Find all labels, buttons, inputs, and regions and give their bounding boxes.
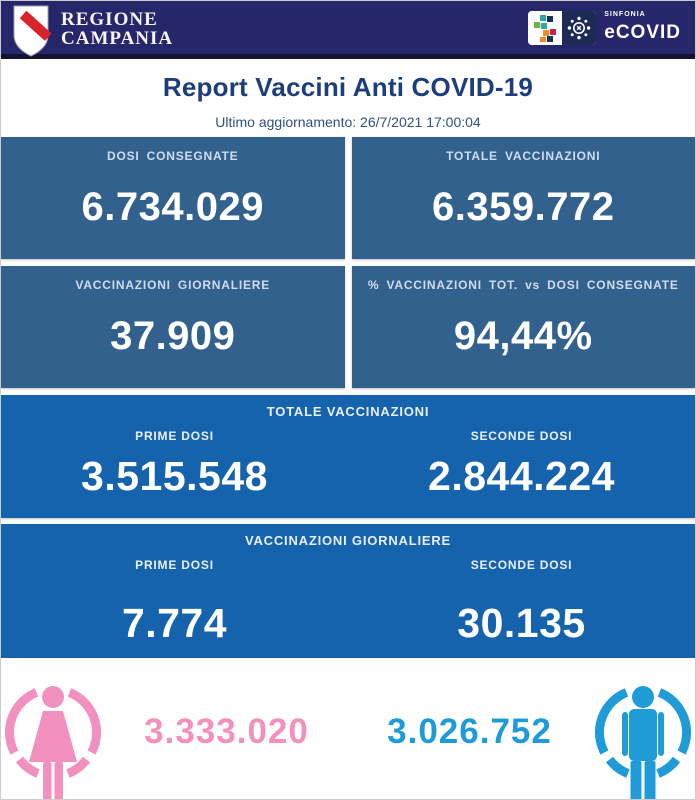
brand-line1: REGIONE: [61, 8, 158, 30]
seconde-dosi-label: SECONDE DOSI: [470, 558, 573, 572]
card-dosi-consegnate: DOSI CONSEGNATE 6.734.029: [1, 137, 345, 259]
sinfonia-label: SINFONIA: [604, 11, 646, 18]
prime-dosi-value: 7.774: [121, 600, 228, 646]
prime-dosi-column: PRIME DOSI 3.515.548: [1, 419, 348, 500]
panel-title: TOTALE VACCINAZIONI: [266, 404, 430, 419]
card-value: 37.909: [110, 314, 236, 358]
sinfonia-ecovid-logo: SINFONIA eCOVID: [528, 10, 681, 45]
card-vaccinazioni-giornaliere: VACCINAZIONI GIORNALIERE 37.909: [1, 266, 345, 388]
sinfonia-mosaic-icon: [528, 10, 563, 45]
female-icon: [5, 686, 101, 799]
panel-title: VACCINAZIONI GIORNALIERE: [244, 533, 452, 548]
seconde-dosi-column: SECONDE DOSI 30.135: [348, 548, 695, 647]
male-icon-wrap: [591, 658, 695, 799]
card-percentuale-vaccinazioni: % VACCINAZIONI TOT. vs DOSI CONSEGNATE 9…: [351, 266, 695, 388]
page-title: Report Vaccini Anti COVID-19: [162, 72, 534, 102]
last-update-text: Ultimo aggiornamento: 26/7/2021 17:00:04: [215, 114, 481, 130]
seconde-dosi-value: 2.844.224: [428, 453, 615, 499]
panel-totale-vaccinazioni: TOTALE VACCINAZIONI PRIME DOSI 3.515.548…: [1, 395, 695, 518]
panel-columns: PRIME DOSI 7.774 SECONDE DOSI 30.135: [1, 548, 695, 647]
regione-campania-logo: REGIONE CAMPANIA: [11, 1, 173, 57]
card-value: 6.359.772: [432, 185, 615, 229]
seconde-dosi-label: SECONDE DOSI: [470, 429, 573, 443]
panel-vaccinazioni-giornaliere: VACCINAZIONI GIORNALIERE PRIME DOSI 7.77…: [1, 524, 695, 658]
top-banner: REGIONE CAMPANIA: [1, 1, 695, 59]
seconde-dosi-value: 30.135: [457, 600, 586, 646]
prime-dosi-value: 3.515.548: [81, 453, 268, 499]
card-label: TOTALE VACCINAZIONI: [446, 149, 601, 163]
logo-words: SINFONIA eCOVID: [604, 11, 681, 44]
virus-icon: [562, 10, 597, 45]
male-icon: [595, 686, 691, 799]
brand-line2: CAMPANIA: [61, 27, 174, 49]
brand-name: REGIONE CAMPANIA: [61, 10, 173, 48]
seconde-dosi-column: SECONDE DOSI 2.844.224: [348, 419, 695, 500]
kpi-grid: DOSI CONSEGNATE 6.734.029 TOTALE VACCINA…: [1, 137, 695, 388]
prime-dosi-label: PRIME DOSI: [135, 558, 214, 572]
ecovid-label: eCOVID: [604, 22, 681, 43]
campania-shield-icon: [11, 4, 51, 57]
card-label: VACCINAZIONI GIORNALIERE: [75, 278, 271, 292]
male-count: 3.026.752: [387, 712, 552, 751]
card-value: 94,44%: [453, 314, 593, 358]
logo-tiles: [528, 10, 597, 45]
card-label: DOSI CONSEGNATE: [107, 149, 239, 163]
prime-dosi-column: PRIME DOSI 7.774: [1, 548, 348, 647]
title-area: Report Vaccini Anti COVID-19 Ultimo aggi…: [1, 59, 695, 137]
prime-dosi-label: PRIME DOSI: [135, 429, 214, 443]
female-icon-wrap: [1, 658, 105, 799]
card-label: % VACCINAZIONI TOT. vs DOSI CONSEGNATE: [367, 278, 679, 292]
gender-section: 3.333.020 3.026.752: [1, 658, 695, 799]
card-value: 6.734.029: [81, 185, 264, 229]
panel-columns: PRIME DOSI 3.515.548 SECONDE DOSI 2.844.…: [1, 419, 695, 500]
female-count: 3.333.020: [144, 712, 309, 751]
card-totale-vaccinazioni: TOTALE VACCINAZIONI 6.359.772: [351, 137, 695, 259]
